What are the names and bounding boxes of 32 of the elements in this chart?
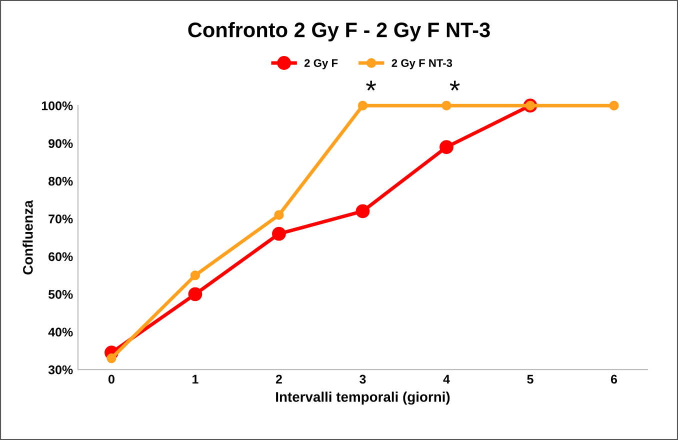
point xyxy=(356,204,370,218)
point xyxy=(609,100,619,110)
y-axis-title: Confluenza xyxy=(22,200,33,274)
y-tick-label: 90% xyxy=(48,139,73,148)
point xyxy=(106,353,116,364)
x-tick-label: 1 xyxy=(192,374,198,384)
y-tick-label: 30% xyxy=(48,365,73,374)
x-tick-label: 6 xyxy=(610,374,618,384)
annotation: * xyxy=(450,80,460,90)
legend-label: 2 Gy F xyxy=(304,59,338,70)
legend-label: 2 Gy F NT-3 xyxy=(392,59,452,70)
x-tick-label: 5 xyxy=(527,374,534,384)
point xyxy=(440,140,454,154)
point xyxy=(188,287,202,302)
annotation: * xyxy=(366,80,376,90)
chart-title: Confronto 2 Gy F - 2 Gy F NT-3 xyxy=(188,22,490,42)
y-tick-label: 60% xyxy=(48,252,73,262)
y-tick-label: 70% xyxy=(48,214,73,224)
y-tick-label: 100% xyxy=(42,101,73,110)
y-tick-label: 40% xyxy=(48,328,73,337)
point xyxy=(358,100,368,110)
point xyxy=(274,210,284,220)
point xyxy=(190,270,200,280)
y-tick-label: 50% xyxy=(48,290,73,299)
point xyxy=(442,100,452,110)
x-tick-label: 0 xyxy=(108,374,114,384)
x-tick-label: 4 xyxy=(443,374,450,384)
y-tick-label: 80% xyxy=(48,176,73,186)
x-tick-label: 2 xyxy=(276,374,282,384)
x-axis-title: Intervalli temporali (giorni) xyxy=(276,392,450,405)
point xyxy=(272,226,286,241)
x-tick-label: 3 xyxy=(360,374,366,384)
